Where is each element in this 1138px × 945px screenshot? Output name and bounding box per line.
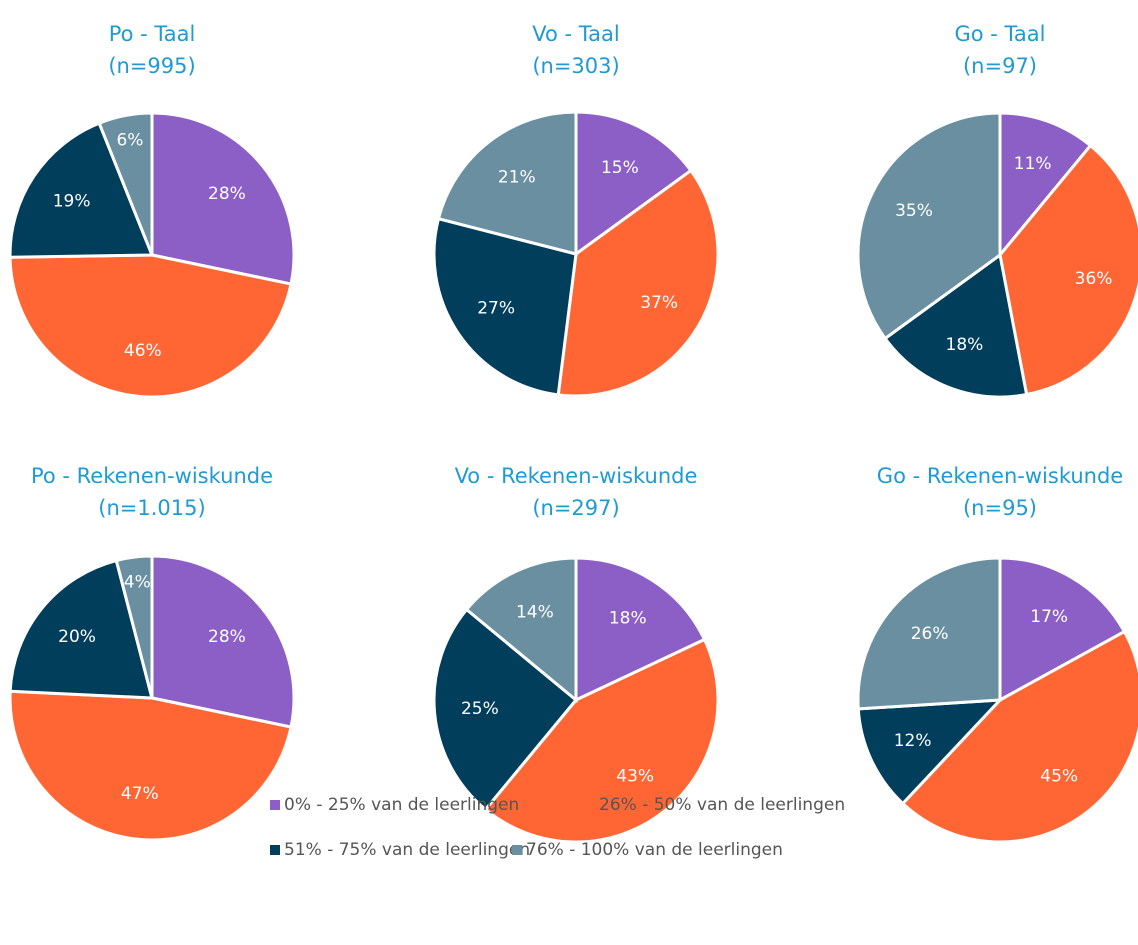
pie-slice (856, 111, 1002, 341)
data-label: 28% (208, 627, 246, 647)
pie-slice (574, 110, 693, 257)
legend-swatch (512, 845, 522, 855)
pie-slice (883, 252, 1029, 399)
data-label: 19% (53, 192, 91, 212)
pie-slice (483, 637, 720, 844)
data-label: 45% (1040, 766, 1078, 786)
chart-title: Go - Taal (955, 22, 1046, 46)
legend-label: 0% - 25% van de leerlingen (284, 795, 519, 815)
legend-swatch (585, 800, 595, 810)
data-label: 18% (609, 608, 647, 628)
data-label: 47% (121, 784, 159, 804)
pie-slice (574, 556, 707, 703)
pie-slice (998, 556, 1127, 703)
legend-label: 76% - 100% van de leerlingen (526, 840, 783, 860)
data-label: 18% (946, 335, 984, 355)
pie-slice (556, 168, 720, 398)
pie-slice (114, 554, 154, 699)
chart-title: Go - Rekenen-wiskunde (877, 464, 1123, 488)
pie-slice (8, 558, 154, 700)
data-label: 25% (461, 699, 499, 719)
pie-slice (150, 111, 296, 286)
pie-slice (436, 110, 578, 256)
pie-slice (464, 556, 578, 704)
data-label: 21% (498, 168, 536, 188)
data-label: 35% (895, 201, 933, 221)
data-label: 37% (640, 293, 678, 313)
data-label: 20% (58, 627, 96, 647)
pie-slice (432, 216, 578, 397)
legend-swatch (270, 800, 280, 810)
data-label: 11% (1014, 154, 1052, 174)
data-label: 15% (601, 158, 639, 178)
data-label: 17% (1030, 607, 1068, 627)
chart-subtitle: (n=297) (532, 496, 619, 520)
chart-title: Po - Rekenen-wiskunde (31, 464, 273, 488)
pie-slice (8, 689, 293, 842)
pie-slice (998, 143, 1138, 397)
legend-swatch (270, 845, 280, 855)
legend-label: 51% - 75% van de leerlingen (284, 840, 530, 860)
chart-subtitle: (n=97) (963, 54, 1037, 78)
data-label: 36% (1075, 269, 1113, 289)
data-label: 14% (516, 603, 554, 623)
chart-title: Po - Taal (109, 22, 196, 46)
data-label: 6% (116, 131, 143, 151)
legend-label: 26% - 50% van de leerlingen (599, 795, 845, 815)
pie-slice (97, 111, 154, 256)
pie-slice (856, 556, 1002, 711)
data-label: 12% (894, 731, 932, 751)
pie-slice (8, 253, 293, 399)
chart-title: Vo - Taal (532, 22, 619, 46)
pie-slice (432, 607, 579, 812)
data-label: 43% (616, 766, 654, 786)
chart-subtitle: (n=95) (963, 496, 1037, 520)
pie-slice (900, 629, 1138, 844)
data-label: 27% (477, 298, 515, 318)
pie-slice (150, 554, 296, 729)
chart-title: Vo - Rekenen-wiskunde (455, 464, 698, 488)
pie-slice (998, 111, 1093, 260)
data-label: 4% (124, 572, 151, 592)
pie-slice (856, 698, 1004, 806)
data-label: 46% (124, 341, 162, 361)
data-label: 26% (911, 624, 949, 644)
chart-subtitle: (n=303) (532, 54, 619, 78)
chart-subtitle: (n=1.015) (98, 496, 205, 520)
data-label: 28% (208, 184, 246, 204)
pie-slice (8, 121, 155, 259)
chart-subtitle: (n=995) (108, 54, 195, 78)
